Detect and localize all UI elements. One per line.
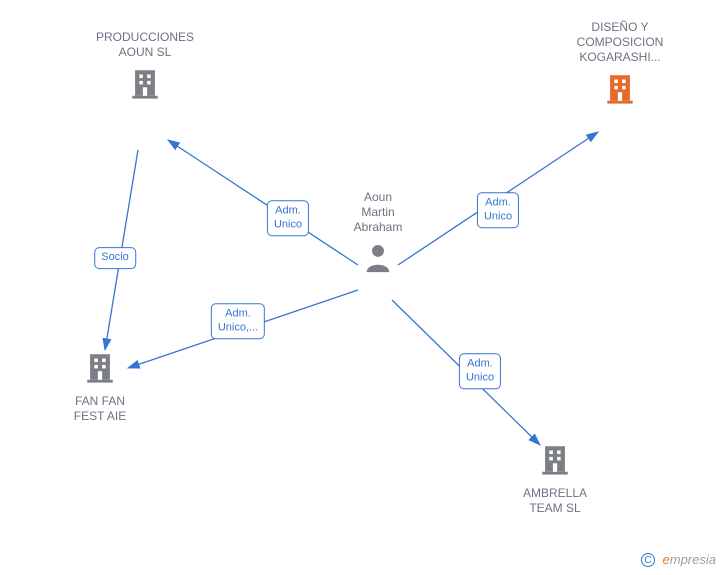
building-icon	[538, 442, 572, 480]
edge-label: Adm. Unico,...	[211, 303, 265, 339]
edge-label: Adm. Unico	[477, 192, 519, 228]
node-fanfan-label: FAN FAN FEST AIE	[40, 394, 160, 424]
person-icon	[361, 241, 395, 279]
node-center-person: Aoun Martin Abraham	[318, 190, 438, 279]
node-kogarashi: DISEÑO Y COMPOSICION KOGARASHI...	[560, 20, 680, 109]
node-producciones-label: PRODUCCIONES AOUN SL	[85, 30, 205, 60]
node-ambrella: AMBRELLA TEAM SL	[495, 442, 615, 516]
node-kogarashi-label: DISEÑO Y COMPOSICION KOGARASHI...	[560, 20, 680, 65]
watermark: C empresia	[641, 551, 716, 567]
node-producciones: PRODUCCIONES AOUN SL	[85, 30, 205, 104]
node-center-label: Aoun Martin Abraham	[318, 190, 438, 235]
node-fanfan: FAN FAN FEST AIE	[40, 350, 160, 424]
node-ambrella-label: AMBRELLA TEAM SL	[495, 486, 615, 516]
copyright-icon: C	[641, 553, 655, 567]
edge-label: Socio	[94, 247, 136, 269]
edge-label: Adm. Unico	[267, 200, 309, 236]
watermark-brand: empresia	[663, 552, 716, 567]
building-icon	[128, 66, 162, 104]
building-icon	[603, 71, 637, 109]
edge-label: Adm. Unico	[459, 353, 501, 389]
building-icon	[83, 350, 117, 388]
